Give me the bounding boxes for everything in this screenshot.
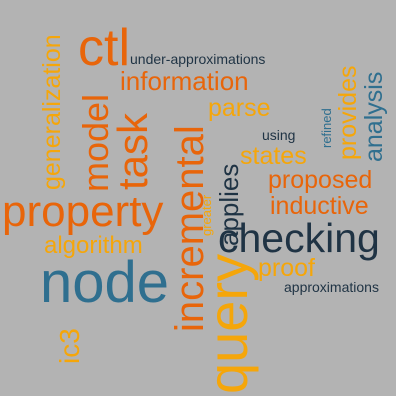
word-ctl: ctl xyxy=(78,19,130,77)
word-analysis: analysis xyxy=(360,71,388,162)
word-task: task xyxy=(109,112,156,190)
word-checking: checking xyxy=(218,215,380,261)
word-node: node xyxy=(40,250,170,315)
word-approximations: approximations xyxy=(284,279,379,295)
word-applies: applies xyxy=(214,163,244,246)
word-ic3: ic3 xyxy=(54,328,85,364)
word-using: using xyxy=(262,127,296,143)
word-provides: provides xyxy=(334,65,362,161)
word-generalization: generalization xyxy=(38,34,66,190)
word-refined: refined xyxy=(319,108,334,148)
word-property: property xyxy=(2,187,164,236)
word-proposed: proposed xyxy=(268,166,373,194)
word-proof: proof xyxy=(258,254,315,282)
word-information: information xyxy=(120,66,249,96)
word-query: query xyxy=(196,253,259,394)
word-algorithm: algorithm xyxy=(44,232,143,259)
word-parse: parse xyxy=(208,94,271,122)
word-states: states xyxy=(240,142,307,170)
word-under-approximations: under-approximations xyxy=(130,51,266,67)
word-inductive: inductive xyxy=(270,192,369,220)
